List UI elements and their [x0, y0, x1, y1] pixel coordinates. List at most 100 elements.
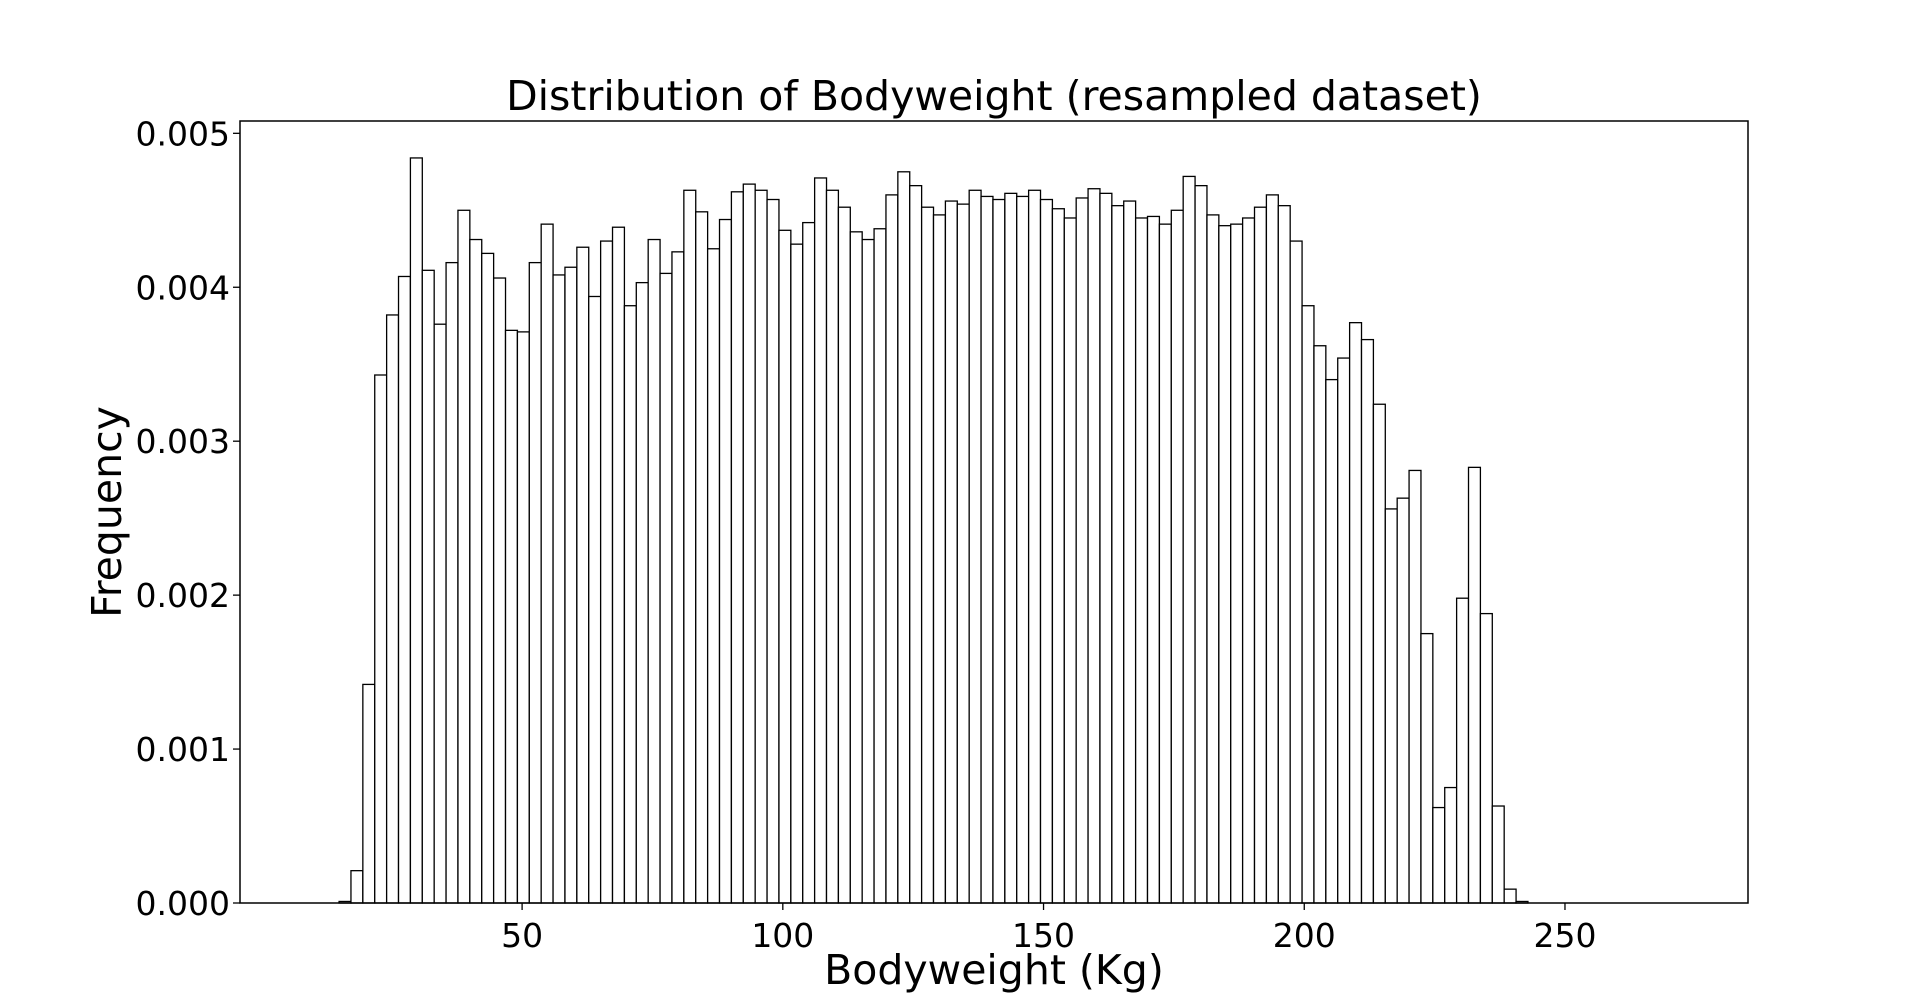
histogram-bar — [706, 248, 721, 904]
histogram-bar — [1348, 322, 1363, 904]
histogram-bar — [778, 229, 792, 904]
histogram-bar — [742, 183, 756, 904]
histogram-bar — [1241, 217, 1256, 904]
histogram-bar — [1230, 223, 1244, 904]
plot-frame — [239, 120, 1749, 904]
histogram-bar — [813, 177, 828, 904]
histogram-bar — [1194, 184, 1208, 904]
histogram-bar — [635, 281, 649, 904]
histogram-bar — [1384, 508, 1398, 904]
histogram-bar — [611, 226, 626, 904]
x-tick-label: 250 — [1533, 916, 1596, 955]
histogram-bar — [849, 231, 863, 904]
histogram-bar — [1455, 597, 1470, 904]
y-tick-label: 0.000 — [136, 884, 230, 923]
histogram-bar — [825, 189, 840, 904]
histogram-bar — [1325, 378, 1339, 904]
histogram-bar — [409, 157, 423, 904]
histogram-bar — [1372, 403, 1386, 904]
histogram-bar — [564, 266, 578, 904]
histogram-bar — [433, 323, 447, 904]
y-tick-label: 0.005 — [136, 114, 230, 153]
histogram-bar — [1111, 205, 1125, 904]
x-tick-label: 100 — [751, 916, 814, 955]
histogram-bar — [1265, 194, 1279, 904]
histogram-bar — [980, 195, 994, 904]
histogram-bar — [754, 189, 768, 904]
y-tick-label: 0.003 — [136, 422, 230, 461]
histogram-bar — [790, 243, 804, 904]
histogram-bar — [1479, 612, 1493, 904]
histogram-bar — [1099, 192, 1113, 904]
histogram-bar — [1087, 188, 1101, 904]
histogram-bar — [374, 374, 388, 904]
histogram-bar — [1360, 338, 1375, 904]
histogram-bar — [1313, 345, 1327, 904]
histogram-bar — [659, 272, 673, 904]
histogram-bar — [683, 189, 697, 904]
histogram-bar — [1420, 632, 1434, 904]
y-axis-ticks: 0.000 0.001 0.002 0.003 0.004 0.005 — [136, 114, 240, 923]
histogram-bar — [445, 261, 459, 904]
histogram-bar — [1408, 469, 1422, 904]
histogram-bar — [802, 221, 816, 904]
histogram-bar — [1503, 888, 1517, 904]
histogram-bar — [350, 870, 364, 904]
histogram-bar — [920, 206, 935, 904]
histogram-bar — [932, 214, 947, 904]
histogram-bar — [599, 240, 614, 904]
histogram-bar — [647, 238, 661, 904]
histogram-bar — [695, 211, 709, 904]
histogram-bar — [718, 218, 733, 904]
histogram-bar — [1444, 786, 1458, 904]
histogram-bar — [1123, 200, 1137, 904]
histogram-bar — [1253, 206, 1268, 904]
histogram-bar — [504, 329, 519, 904]
histogram-bar — [576, 246, 590, 904]
histogram-bar — [1039, 198, 1054, 904]
x-tick-label: 50 — [501, 916, 543, 955]
histogram-bar — [588, 295, 602, 904]
chart-title: Distribution of Bodyweight (resampled da… — [506, 72, 1482, 120]
histogram-bar — [1158, 223, 1172, 904]
histogram-bar — [481, 252, 495, 904]
histogram-bar — [540, 223, 554, 904]
histogram-bar — [469, 238, 483, 904]
histogram-bar — [1146, 215, 1161, 904]
histogram-bar — [1027, 189, 1042, 904]
histogram-bar — [992, 198, 1006, 904]
histogram-bar — [385, 314, 400, 904]
histogram-bar — [1182, 175, 1196, 904]
histogram-bar — [623, 305, 637, 904]
histogram-bar — [956, 203, 970, 904]
histogram-bar — [552, 274, 566, 904]
histogram-bar — [1206, 214, 1220, 904]
histogram-bar — [1170, 209, 1184, 904]
histogram-bar — [671, 251, 685, 904]
histogram-bar — [909, 184, 923, 904]
histogram-bar — [421, 269, 435, 904]
y-tick-label: 0.004 — [136, 268, 230, 307]
histogram-bar — [1075, 197, 1089, 904]
histogram-bar — [837, 206, 851, 904]
histogram-bar — [492, 277, 507, 904]
histogram-bar — [873, 228, 887, 904]
histogram-bar — [516, 331, 530, 904]
histogram-bar — [1134, 217, 1149, 904]
histogram-bar — [944, 200, 958, 904]
histogram-bar — [397, 275, 412, 904]
histogram-bar — [1218, 225, 1232, 904]
histogram-bar — [766, 198, 780, 904]
histogram-bar — [1491, 805, 1505, 904]
x-axis-label: Bodyweight (Kg) — [824, 946, 1164, 994]
histogram-bar — [968, 189, 982, 904]
histogram-bar — [1277, 205, 1291, 904]
histogram-bar — [1051, 208, 1065, 904]
x-tick-label: 150 — [1012, 916, 1075, 955]
histogram-bar — [730, 191, 744, 904]
histogram-bar — [1289, 240, 1303, 904]
histogram-bar — [1016, 195, 1030, 904]
x-tick-label: 200 — [1273, 916, 1336, 955]
histogram-bar — [1301, 305, 1315, 904]
